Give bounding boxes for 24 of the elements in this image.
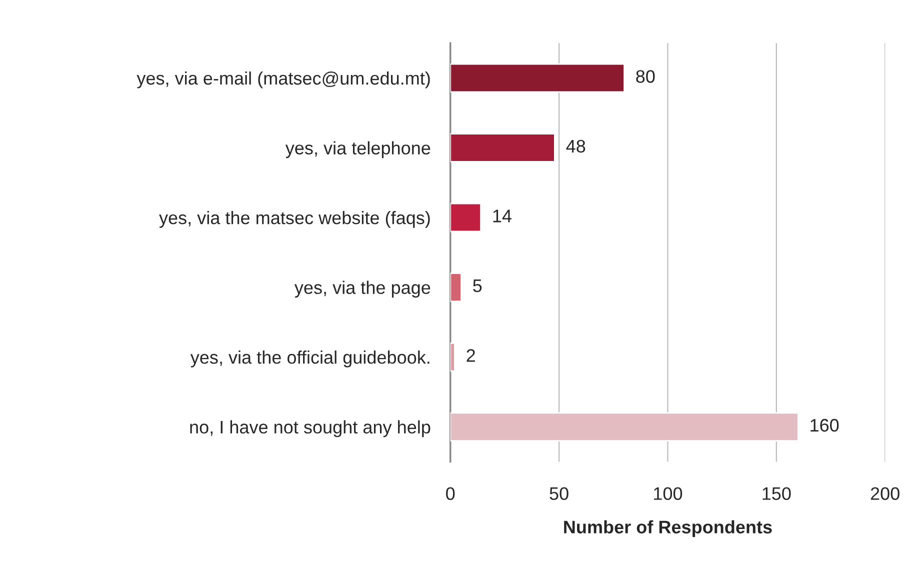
y-tick-label: yes, via e-mail (matsec@um.edu.mt) [136, 71, 430, 88]
bar [450, 202, 482, 232]
x-tick-label: 200 [870, 487, 900, 500]
data-label: 160 [810, 418, 839, 432]
y-tick-label: yes, via the matsec website (faqs) [159, 211, 430, 228]
x-tick-label: 100 [654, 487, 682, 500]
data-label: 5 [473, 280, 482, 292]
x-axis-title: Number of Respondents [564, 520, 772, 538]
bar [450, 133, 556, 162]
x-tick-label: 150 [762, 487, 791, 500]
bar [450, 63, 625, 93]
data-label: 14 [493, 210, 512, 222]
data-label: 2 [466, 349, 475, 362]
bar [450, 412, 799, 442]
x-tick-label: 0 [446, 487, 455, 500]
y-tick-label: no, I have not sought any help [190, 420, 430, 438]
data-label: 48 [566, 140, 586, 153]
bar [450, 272, 462, 302]
y-tick-label: yes, via telephone [285, 141, 430, 158]
x-tick-label: 50 [550, 487, 568, 500]
bar [450, 342, 456, 372]
data-label: 80 [636, 70, 655, 83]
y-tick-label: yes, via the page [294, 280, 430, 298]
y-tick-label: yes, via the official guidebook. [190, 350, 430, 368]
